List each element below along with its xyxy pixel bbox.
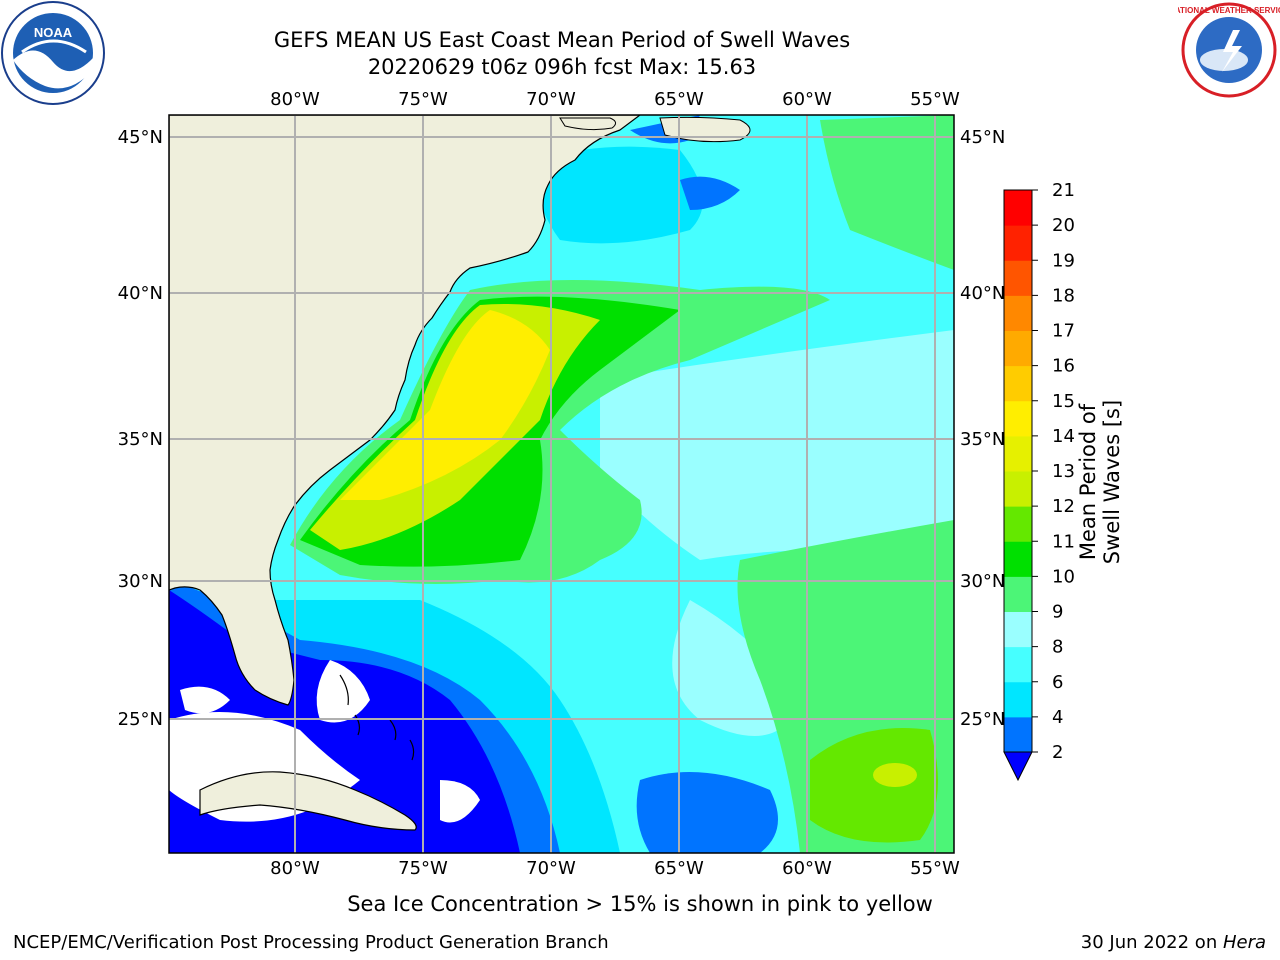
colorbar-tick-label: 8: [1052, 637, 1063, 658]
lat-label-right: 25°N: [960, 709, 1005, 730]
machine-name: Hera: [1222, 932, 1266, 953]
date-text: 30 Jun 2022 on: [1080, 932, 1223, 953]
nws-logo: NATIONAL WEATHER SERVICE: [1178, 2, 1280, 98]
contour-4-se: [636, 772, 778, 853]
colorbar-segment: [1004, 365, 1032, 402]
colorbar-tick-label: 18: [1052, 285, 1075, 306]
contour-4-gom: [680, 176, 740, 210]
colorbar-extension: [1003, 751, 1033, 782]
colorbar-tick-label: 9: [1052, 602, 1063, 623]
svg-text:NATIONAL WEATHER SERVICE: NATIONAL WEATHER SERVICE: [1178, 6, 1280, 15]
lon-label-bottom: 55°W: [910, 858, 960, 879]
producer-credit: NCEP/EMC/Verification Post Processing Pr…: [13, 932, 609, 953]
svg-text:NOAA: NOAA: [34, 25, 73, 40]
lon-label-top: 55°W: [910, 89, 960, 110]
lon-label-top: 60°W: [782, 89, 832, 110]
lat-label-right: 45°N: [960, 127, 1005, 148]
axis-labels: 80°W 80°W 75°W 75°W 70°W 70°W 65°W 65°W 60°W 60°W…: [118, 89, 1006, 879]
lat-label-right: 30°N: [960, 571, 1005, 592]
colorbar-tick-label: 2: [1052, 742, 1063, 763]
contour-12-se: [810, 728, 938, 843]
colorbar-segment: [1004, 611, 1032, 648]
colorbar-tick-label: 19: [1052, 250, 1075, 271]
colorbar-segment: [1004, 681, 1032, 718]
colorbar-tick-label: 21: [1052, 180, 1075, 201]
contour-6-gom: [537, 146, 703, 244]
lon-label-top: 80°W: [270, 89, 320, 110]
colorbar-segment: [1004, 225, 1032, 261]
us-landmass: [169, 115, 641, 706]
colorbar-segment: [1004, 716, 1032, 753]
contour-9: [600, 330, 954, 560]
lon-label-bottom: 60°W: [782, 858, 832, 879]
lat-label-right: 35°N: [960, 429, 1005, 450]
lat-label-left: 30°N: [118, 571, 163, 592]
colorbar-segment: [1004, 190, 1032, 226]
colorbar-tick-label: 17: [1052, 321, 1075, 342]
colorbar-tick-label: 13: [1052, 461, 1075, 482]
colorbar-tick-label: 20: [1052, 215, 1075, 236]
colorbar-segment: [1004, 260, 1032, 296]
colorbar-segment: [1004, 506, 1032, 542]
generation-date: 30 Jun 2022 on Hera: [1081, 932, 1266, 953]
cuba-landmass: [199, 771, 417, 831]
chart-title: GEFS MEAN US East Coast Mean Period of S…: [273, 28, 851, 52]
colorbar-segment: [1004, 330, 1032, 367]
lat-label-left: 40°N: [118, 283, 163, 304]
colorbar-tick-label: 6: [1052, 672, 1063, 693]
colorbar-segment: [1004, 435, 1032, 472]
chart-subtitle: 20220629 t06z 096h fcst Max: 15.63: [367, 55, 757, 79]
missing-region-4: [440, 780, 480, 823]
lon-label-top: 65°W: [654, 89, 704, 110]
colorbar-segment: [1004, 295, 1032, 331]
maine-coast: [559, 117, 616, 131]
map-frame: [168, 114, 955, 854]
colorbar-tick-label: 14: [1052, 426, 1075, 447]
graticule: [169, 115, 954, 853]
land: [169, 115, 751, 831]
missing-region-2: [316, 660, 370, 723]
nova-scotia-landmass: [659, 116, 751, 143]
lon-label-bottom: 80°W: [270, 858, 320, 879]
contour-10-ne: [820, 115, 954, 270]
colorbar-segment: [1004, 471, 1032, 507]
colorbar: 2 4 6 8 9 10 11 12 13 14 15 16 17 18 19 20 21: [1003, 180, 1075, 782]
colorbar-tick-label: 4: [1052, 707, 1063, 728]
lon-label-bottom: 70°W: [526, 858, 576, 879]
colorbar-tick-label: 11: [1052, 531, 1075, 552]
contour-15-main: [340, 310, 550, 500]
sea-ice-note: Sea Ice Concentration > 15% is shown in …: [347, 892, 933, 916]
colorbar-segment: [1004, 400, 1032, 437]
lon-label-bottom: 75°W: [398, 858, 448, 879]
colorbar-segment: [1004, 576, 1032, 612]
contour-13-se: [873, 763, 917, 787]
lat-label-left: 25°N: [118, 709, 163, 730]
noaa-logo: NOAA: [1, 1, 105, 105]
lon-label-bottom: 65°W: [654, 858, 704, 879]
colorbar-segment: [1004, 541, 1032, 577]
bahamas-islands: [339, 674, 415, 761]
lon-label-top: 70°W: [526, 89, 576, 110]
colorbar-tick-label: 12: [1052, 496, 1075, 517]
colorbar-segment: [1004, 646, 1032, 683]
lon-label-top: 75°W: [398, 89, 448, 110]
lat-label-left: 45°N: [118, 127, 163, 148]
lat-label-left: 35°N: [118, 429, 163, 450]
colorbar-label: Mean Period of Swell Waves [s]: [1076, 399, 1124, 565]
colorbar-tick-label: 16: [1052, 356, 1075, 377]
lat-label-right: 40°N: [960, 283, 1005, 304]
colorbar-tick-label: 10: [1052, 566, 1075, 587]
colorbar-tick-label: 15: [1052, 391, 1075, 412]
missing-region-3: [180, 686, 230, 714]
